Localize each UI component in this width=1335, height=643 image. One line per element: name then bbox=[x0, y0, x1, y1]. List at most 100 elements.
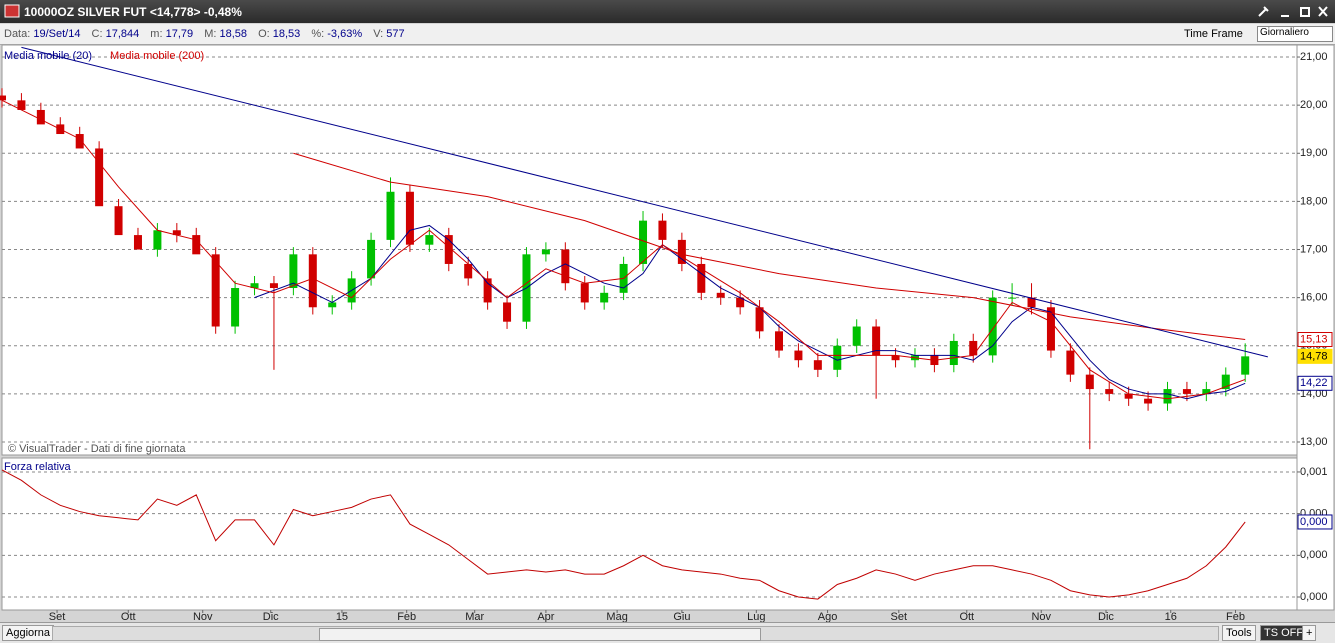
candle-body bbox=[1046, 307, 1055, 351]
candle-body bbox=[289, 254, 298, 289]
candle-body bbox=[0, 95, 6, 101]
panel-title: Forza relativa bbox=[4, 461, 72, 473]
candle-body bbox=[658, 220, 667, 240]
trendline bbox=[21, 46, 1268, 358]
series-line bbox=[1, 469, 1246, 600]
candle-body bbox=[852, 326, 861, 346]
candle-body bbox=[736, 297, 745, 308]
candle-body bbox=[561, 249, 570, 284]
candle-body bbox=[444, 235, 453, 264]
x-tick-label: 15 bbox=[336, 611, 348, 622]
candle-body bbox=[133, 235, 142, 250]
info-label: C: bbox=[91, 28, 103, 40]
candle-body bbox=[386, 191, 395, 240]
candle-body bbox=[891, 355, 900, 361]
app-icon bbox=[4, 4, 20, 18]
candle-body bbox=[36, 109, 45, 125]
candle-body bbox=[1182, 389, 1191, 394]
candle-body bbox=[716, 292, 725, 298]
candle-body bbox=[1027, 297, 1036, 308]
info-value: 17,79 bbox=[165, 28, 194, 40]
candle-body bbox=[464, 263, 473, 279]
panel bbox=[1, 44, 1298, 456]
candle-body bbox=[775, 331, 783, 351]
scrollbar[interactable] bbox=[52, 626, 1219, 641]
refresh-button[interactable]: Aggiorna bbox=[2, 625, 55, 641]
y-tick-label: 16,00 bbox=[1300, 292, 1328, 304]
y-tick-label: 20,00 bbox=[1300, 99, 1328, 111]
x-tick-label: Mar bbox=[465, 611, 484, 622]
candle-body bbox=[969, 340, 978, 356]
candle-body bbox=[541, 249, 550, 255]
candle-body bbox=[639, 220, 648, 264]
x-tick-label: Nov bbox=[1031, 611, 1051, 622]
y-tick-label: 19,00 bbox=[1300, 147, 1328, 159]
ts-button[interactable]: TS OFF bbox=[1260, 625, 1308, 641]
x-tick-label: 16 bbox=[1165, 611, 1177, 622]
x-tick-label: Lug bbox=[747, 611, 765, 622]
legend-entry: Media mobile (200) bbox=[110, 50, 204, 62]
tools-button[interactable]: Tools bbox=[1222, 625, 1256, 641]
info-value: 17,844 bbox=[105, 28, 140, 40]
info-value: 19/Set/14 bbox=[33, 28, 81, 40]
candle-body bbox=[1105, 389, 1114, 394]
info-item: V: 577 bbox=[373, 28, 404, 40]
plus-button[interactable]: + bbox=[1302, 625, 1317, 641]
info-value: 577 bbox=[386, 28, 405, 40]
candle-body bbox=[425, 235, 434, 245]
candle-body bbox=[269, 283, 278, 289]
candle-body bbox=[95, 148, 104, 207]
y-tick-label: 18,00 bbox=[1300, 195, 1328, 207]
y-tick-label: 17,00 bbox=[1300, 243, 1328, 255]
candle-body bbox=[677, 239, 686, 264]
candle-body bbox=[1124, 393, 1133, 399]
x-tick-label: Set bbox=[891, 611, 908, 622]
candle-body bbox=[114, 206, 123, 236]
candle-body bbox=[250, 283, 259, 289]
candle-body bbox=[1008, 297, 1017, 299]
candle-body bbox=[483, 278, 492, 303]
info-value: -3,63% bbox=[327, 28, 363, 40]
info-items: Data: 19/Set/14 C: 17,844 m: 17,79 M: 18… bbox=[4, 28, 413, 40]
candle-body bbox=[813, 360, 822, 370]
y-tick-label: 0,000 bbox=[1300, 549, 1328, 561]
candle-body bbox=[308, 254, 317, 308]
window-buttons[interactable] bbox=[1253, 2, 1333, 22]
y-tick-label: 0,000 bbox=[1300, 591, 1328, 603]
info-item: Data: 19/Set/14 bbox=[4, 28, 84, 40]
x-tick-label: Nov bbox=[193, 611, 213, 622]
info-item: %: -3,63% bbox=[311, 28, 365, 40]
window-title: 10000OZ SILVER FUT <14,778> -0,48% bbox=[24, 5, 242, 19]
candle-body bbox=[949, 340, 958, 366]
candle-body bbox=[872, 326, 881, 356]
candle-body bbox=[794, 350, 803, 361]
price-label: 14,78 bbox=[1300, 350, 1328, 362]
bottom-bar: Aggiorna Tools TS OFF + bbox=[0, 622, 1335, 643]
price-label-box bbox=[1297, 375, 1333, 391]
candle-body bbox=[328, 302, 337, 308]
candle-body bbox=[833, 345, 842, 370]
time-frame-label: Time Frame bbox=[1184, 28, 1243, 40]
info-item: m: 17,79 bbox=[150, 28, 196, 40]
candle-body bbox=[405, 191, 414, 245]
candle-body bbox=[1163, 389, 1172, 404]
candle-body bbox=[697, 263, 706, 293]
candle-body bbox=[755, 307, 764, 332]
price-label-box bbox=[1297, 332, 1333, 348]
x-tick-label: Set bbox=[49, 611, 66, 622]
candle-body bbox=[1202, 389, 1211, 394]
info-item: M: 18,58 bbox=[204, 28, 250, 40]
x-tick-label: Ott bbox=[121, 611, 136, 622]
series-line bbox=[1, 99, 1246, 400]
period-select[interactable]: Giornaliero bbox=[1257, 26, 1333, 42]
annotation: © VisualTrader - Dati di fine giornata bbox=[8, 443, 186, 455]
candle-body bbox=[231, 288, 240, 327]
info-value: 18,53 bbox=[272, 28, 301, 40]
candle-body bbox=[192, 235, 201, 255]
x-tick-label: Ago bbox=[818, 611, 838, 622]
candle-body bbox=[1144, 398, 1153, 404]
x-tick-label: Dic bbox=[263, 611, 279, 622]
x-tick-label: Feb bbox=[1226, 611, 1245, 622]
candle-body bbox=[1221, 374, 1230, 390]
